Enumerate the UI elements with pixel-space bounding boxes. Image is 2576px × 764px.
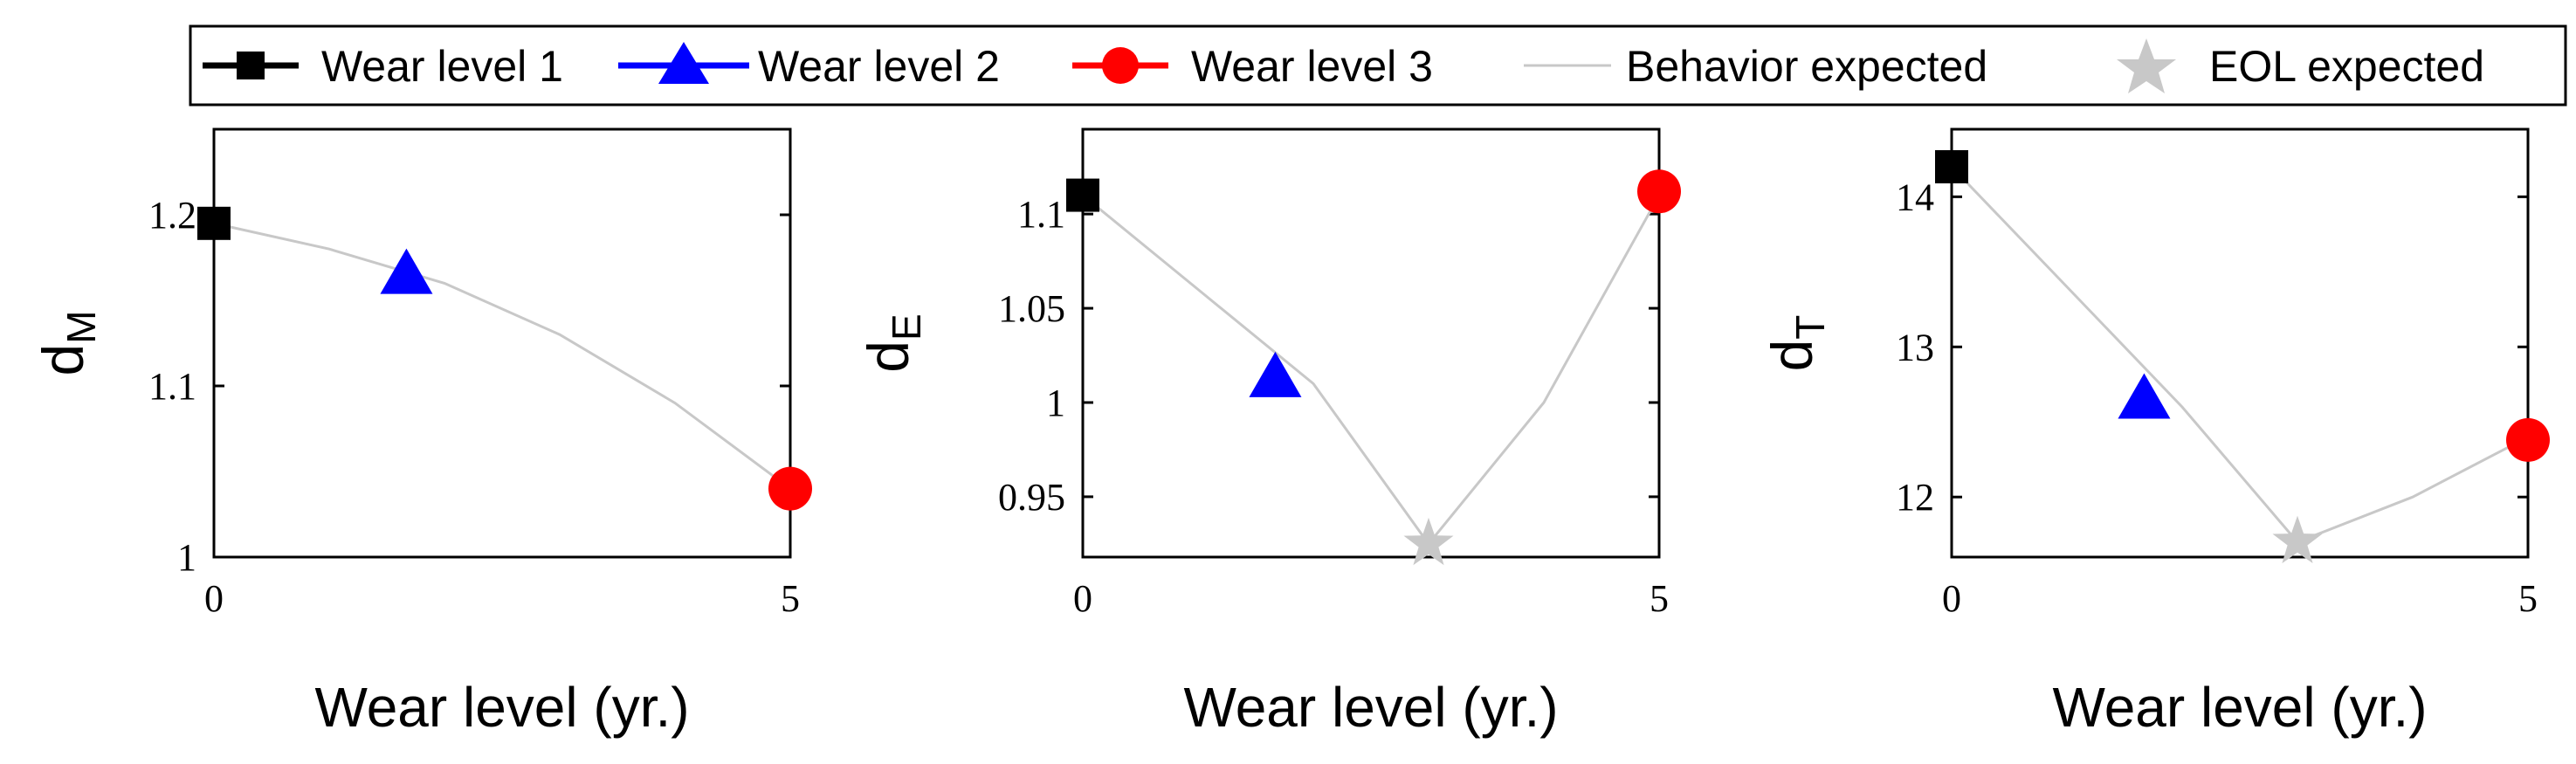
behavior-expected-line — [1950, 165, 2529, 544]
y-tick-label: 1.2 — [148, 194, 196, 237]
legend-triangle-marker — [658, 42, 709, 84]
y-axis-label: dT — [1760, 315, 1833, 372]
x-tick-label: 0 — [204, 577, 224, 620]
y-tick-label: 13 — [1896, 326, 1934, 368]
y-tick-label: 1.1 — [148, 365, 196, 408]
wear-level-1-point — [197, 206, 231, 240]
wear-level-2-point — [2118, 373, 2171, 419]
wear-level-3-point — [2506, 417, 2550, 462]
x-tick-label: 0 — [1073, 577, 1092, 620]
y-tick-label: 1.05 — [998, 287, 1065, 330]
legend-label-wear2: Wear level 2 — [758, 42, 1000, 91]
eol-star-point — [2272, 515, 2323, 564]
y-tick-label: 12 — [1896, 476, 1934, 519]
y-tick-label: 14 — [1896, 176, 1934, 218]
x-axis-label: Wear level (yr.) — [1183, 676, 1558, 739]
behavior-expected-line — [1082, 194, 1661, 547]
wear-level-1-point — [1066, 178, 1099, 212]
plot-frame — [1950, 127, 2530, 559]
y-axis-label-sub: T — [1787, 315, 1833, 340]
y-tick-label: 1 — [1046, 382, 1065, 424]
y-axis-label-sub: E — [884, 313, 929, 341]
legend-label-wear3: Wear level 3 — [1191, 42, 1433, 91]
legend-square-marker — [237, 52, 265, 79]
y-tick-label: 1 — [177, 536, 196, 579]
y-axis-label-main: d — [1760, 340, 1824, 372]
legend-label-eol: EOL expected — [2209, 42, 2484, 91]
wear-level-3-point — [1637, 169, 1681, 214]
wear-level-2-point — [380, 248, 433, 294]
x-tick-label: 5 — [1650, 577, 1669, 620]
y-axis-label-main: d — [856, 341, 920, 373]
legend-label-behavior: Behavior expected — [1626, 42, 1987, 91]
x-tick-label: 5 — [781, 577, 800, 620]
behavior-expected-line — [213, 222, 791, 490]
wear-level-2-point — [1249, 351, 1302, 397]
chart-d-m: 1 1.1 1.2 0 5 Wear level (yr.) dM — [31, 127, 812, 739]
y-tick-label: 0.95 — [998, 476, 1065, 519]
plot-frame — [1081, 127, 1661, 559]
chart-d-t: 12 13 14 0 5 Wear level (yr.) dT — [1760, 127, 2550, 739]
legend-box — [189, 24, 2567, 107]
y-tick-label: 1.1 — [1017, 193, 1065, 236]
eol-star-point — [1403, 517, 1454, 566]
x-tick-label: 5 — [2518, 577, 2538, 620]
legend-star-marker — [2117, 38, 2176, 93]
legend-circle-marker — [1102, 47, 1139, 84]
y-axis-label-main: d — [31, 344, 95, 376]
legend-label-wear1: Wear level 1 — [321, 42, 563, 91]
chart-d-e: 0.95 1 1.05 1.1 0 5 Wear level (yr.) dE — [856, 127, 1681, 739]
plot-frame — [212, 127, 792, 559]
y-axis-label-sub: M — [59, 310, 104, 343]
x-axis-label: Wear level (yr.) — [314, 676, 689, 739]
y-axis-label: dE — [856, 313, 929, 372]
x-axis-label: Wear level (yr.) — [2052, 676, 2427, 739]
x-tick-label: 0 — [1942, 577, 1961, 620]
wear-level-1-point — [1935, 149, 1968, 183]
wear-level-3-point — [768, 466, 812, 511]
y-axis-label: dM — [31, 310, 104, 375]
legend: Wear level 1 Wear level 2 Wear level 3 B… — [189, 24, 2567, 107]
